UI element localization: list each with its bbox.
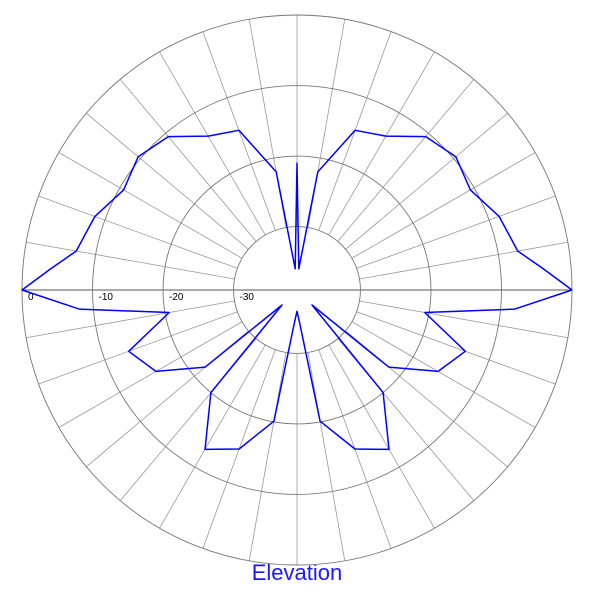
r-tick-label: -20	[169, 292, 184, 303]
grid-ring	[233, 226, 361, 354]
spoke	[328, 51, 435, 236]
grid-ring	[162, 155, 432, 425]
r-tick-label: 0	[28, 292, 34, 303]
pattern-line	[21, 129, 573, 451]
spoke	[359, 300, 568, 339]
spoke	[356, 311, 556, 385]
r-tick-label: -10	[99, 292, 114, 303]
spoke	[58, 321, 243, 428]
spoke	[26, 300, 235, 339]
spoke	[58, 152, 243, 259]
spoke	[38, 311, 238, 385]
grid-ring	[92, 85, 502, 495]
spoke	[26, 241, 235, 280]
spoke	[86, 112, 249, 250]
spoke	[345, 112, 508, 250]
spoke	[351, 321, 536, 428]
spoke	[159, 344, 266, 529]
spoke	[119, 79, 257, 242]
spoke	[351, 152, 536, 259]
spoke	[337, 79, 475, 242]
spoke	[248, 352, 287, 561]
spoke	[307, 352, 346, 561]
spoke	[359, 241, 568, 280]
spoke	[328, 344, 435, 529]
spoke	[38, 195, 238, 269]
spoke	[159, 51, 266, 236]
r-tick-label: -30	[240, 292, 255, 303]
spoke	[356, 195, 556, 269]
